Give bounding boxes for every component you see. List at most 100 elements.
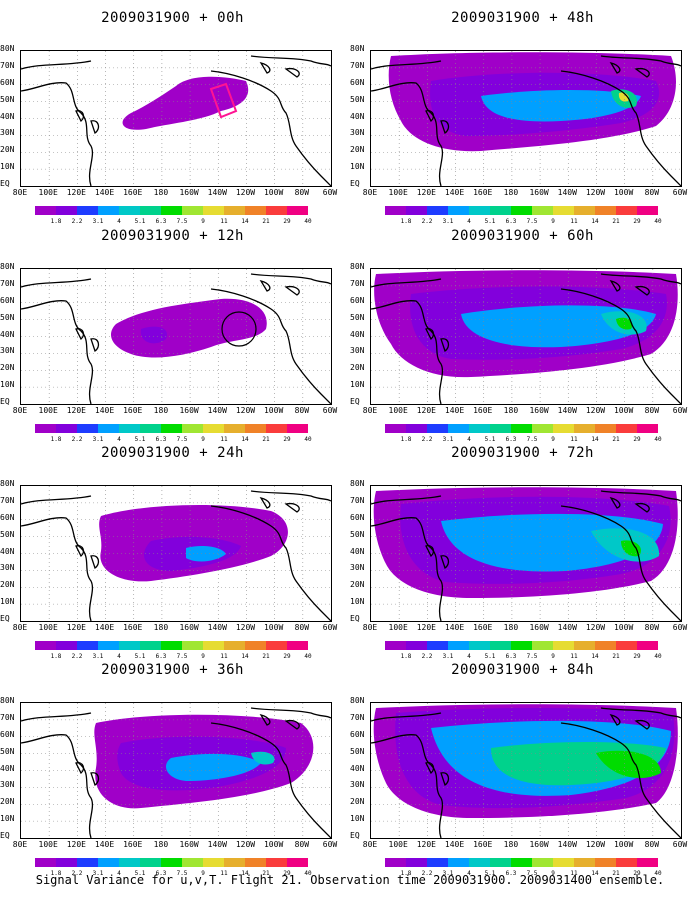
colorbar-swatch (595, 424, 616, 433)
latitude-label: 70N (0, 495, 15, 505)
map-svg (371, 703, 681, 838)
latitude-label: 40N (350, 546, 365, 556)
colorbar-swatch (287, 206, 308, 215)
coastline (371, 60, 442, 70)
coastline (371, 495, 442, 505)
colorbar-label: 4 (117, 870, 121, 877)
longitude-label: 120W (585, 188, 606, 197)
coastline (371, 734, 444, 838)
variance-contour-fill (166, 753, 261, 781)
colorbar-swatch (385, 641, 406, 650)
colorbar-label: 3.1 (442, 653, 454, 660)
colorbar-label: 3.1 (442, 870, 454, 877)
panel-title: 2009031900 + 60h (451, 228, 594, 244)
colorbar-swatch (469, 424, 490, 433)
colorbar-swatch (406, 206, 427, 215)
coastline (634, 502, 650, 513)
colorbar-label: 29 (283, 218, 291, 225)
coastline (371, 712, 442, 722)
longitude-label: 120E (66, 406, 86, 415)
coastline (250, 707, 331, 719)
colorbar-label: 11 (220, 653, 228, 660)
longitude-label: 120E (416, 188, 436, 197)
longitude-label: 80W (294, 623, 310, 632)
colorbar-label: 21 (612, 653, 620, 660)
latitude-label: 50N (0, 529, 15, 539)
colorbar-label: 40 (304, 436, 312, 443)
latitude-label: 60N (0, 512, 15, 522)
colorbar-swatch (616, 641, 637, 650)
colorbar-swatch (119, 206, 140, 215)
longitude-label: 140E (94, 623, 115, 632)
variance-contour-fill (596, 750, 661, 779)
longitude-label: 80W (644, 406, 660, 415)
latitude-label: 10N (350, 162, 365, 172)
colorbar-swatch (56, 424, 77, 433)
colorbar-label: 9 (201, 870, 205, 877)
colorbar-label: 9 (551, 653, 555, 660)
coastline (440, 120, 450, 135)
longitude-label: 140W (557, 840, 577, 849)
colorbar-swatch (637, 424, 658, 433)
colorbar-label: 40 (304, 870, 312, 877)
colorbar-label: 7.5 (526, 218, 538, 225)
coastline (425, 762, 435, 775)
colorbar-swatch (532, 641, 553, 650)
longitude-label: 100E (38, 406, 58, 415)
colorbar-label: 40 (654, 870, 662, 877)
colorbar-swatch (266, 424, 287, 433)
longitude-label: 160W (529, 623, 549, 632)
colorbar-label: 14 (591, 436, 599, 443)
colorbar-label: 6.3 (155, 436, 167, 443)
latitude-label: 30N (0, 128, 15, 138)
latitude-label: EQ (350, 179, 360, 188)
latitude-label: 40N (350, 329, 365, 339)
colorbar-label: 7.5 (176, 870, 188, 877)
coastline (259, 279, 271, 292)
latitude-label: 50N (350, 312, 365, 322)
longitude-label: 140E (444, 623, 465, 632)
longitude-label: 120W (235, 840, 256, 849)
longitude-label: 140W (207, 406, 227, 415)
colorbar (385, 641, 658, 650)
colorbar-swatch (574, 424, 595, 433)
colorbar-swatch (574, 206, 595, 215)
longitude-label: 80E (12, 623, 28, 632)
latitude-label: 60N (350, 77, 365, 87)
colorbar-label: 14 (241, 870, 249, 877)
coastline (560, 288, 681, 404)
longitude-label: 80E (362, 623, 378, 632)
colorbar-label: 40 (654, 218, 662, 225)
variance-contour-fill (621, 540, 641, 557)
colorbar-swatch (224, 424, 245, 433)
colorbar-swatch (98, 858, 119, 867)
colorbar-swatch (224, 206, 245, 215)
colorbar-swatch (553, 206, 574, 215)
longitude-label: 100W (263, 623, 284, 632)
variance-contour-fill (111, 298, 267, 358)
colorbar-label: 5.1 (134, 436, 146, 443)
colorbar-label: 5.1 (484, 218, 496, 225)
colorbar-swatch (119, 641, 140, 650)
coastline (609, 713, 621, 726)
colorbar-swatch (511, 424, 532, 433)
coastline (284, 285, 300, 296)
colorbar-swatch (203, 206, 224, 215)
coastline (21, 60, 92, 70)
latitude-label: 20N (0, 797, 15, 807)
forecast-panel-72h: 2009031900 + 72h 80N 70N 60N 50N 40N 30N 20N 10N… (350, 445, 695, 665)
colorbar-swatch (161, 858, 182, 867)
forecast-panel-60h: 2009031900 + 60h 80N 70N 60N 50N 40N 30N 20N 10N… (350, 228, 695, 448)
colorbar-swatch (427, 858, 448, 867)
latitude-label: 10N (0, 162, 15, 172)
coastline (600, 55, 681, 67)
colorbar-swatch (469, 206, 490, 215)
longitude-label: 160W (179, 840, 199, 849)
longitude-label: 100E (388, 188, 408, 197)
latitude-label: 20N (0, 580, 15, 590)
latitude-label: 50N (350, 529, 365, 539)
longitude-label: 160E (123, 188, 143, 197)
longitude-label: 140E (444, 840, 465, 849)
coastline (75, 328, 85, 341)
longitude-label: 160W (529, 840, 549, 849)
